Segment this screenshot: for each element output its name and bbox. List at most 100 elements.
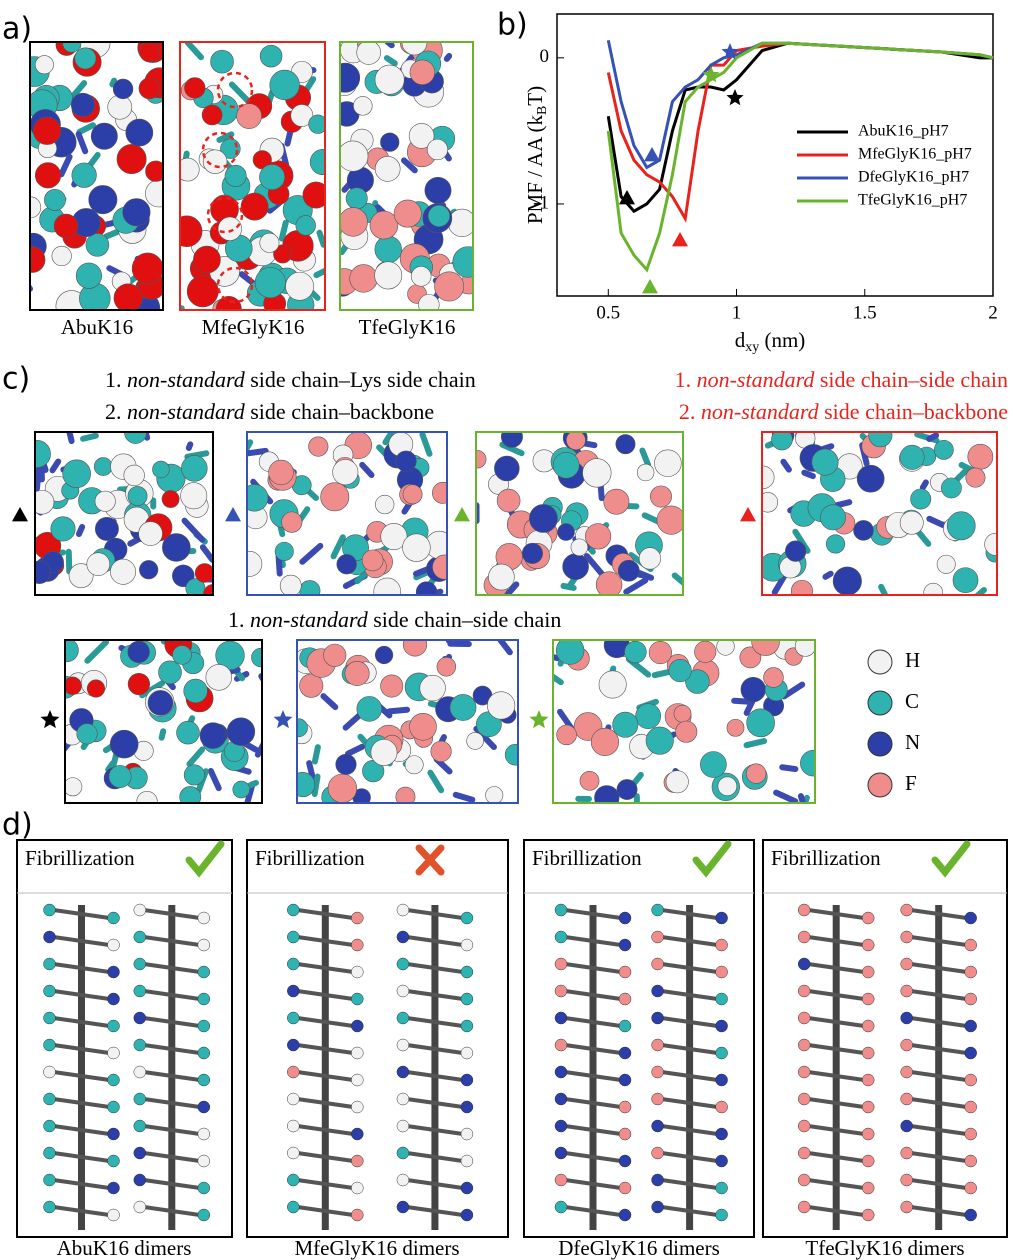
atom	[566, 432, 586, 451]
atom	[43, 1011, 56, 1025]
atom	[487, 691, 516, 720]
num: 2.	[105, 399, 127, 424]
atom	[811, 448, 839, 476]
atom	[123, 464, 145, 487]
text: side chain–Lys side chain	[245, 367, 476, 392]
x-axis-label: dxy (nm)	[735, 328, 806, 355]
atom	[162, 533, 191, 562]
sidechain	[406, 1097, 464, 1109]
atom	[715, 1073, 728, 1087]
atom	[651, 984, 664, 998]
atom	[617, 559, 640, 582]
bond	[80, 432, 99, 442]
atom	[287, 903, 300, 917]
atom	[181, 455, 208, 482]
atom	[554, 1173, 568, 1187]
sidechain	[406, 935, 464, 947]
atom	[287, 1119, 300, 1133]
atom	[107, 965, 120, 979]
atom-swatch	[867, 649, 893, 675]
atom	[861, 1154, 875, 1168]
molecule-render	[180, 42, 325, 310]
sidechain	[53, 908, 110, 920]
atom	[43, 1146, 56, 1160]
sidechain	[143, 935, 201, 947]
atom	[161, 490, 180, 508]
bond	[639, 447, 652, 468]
bond	[926, 515, 948, 529]
atom	[107, 1208, 120, 1222]
bond	[779, 764, 799, 773]
sidechain	[297, 908, 354, 920]
atom	[308, 436, 329, 457]
series-line	[606, 41, 994, 273]
sidechain	[143, 1016, 201, 1028]
bond	[743, 738, 768, 749]
atom	[861, 1073, 875, 1087]
atom	[94, 490, 116, 512]
atom	[427, 204, 451, 228]
bond	[184, 42, 204, 61]
sidechain	[143, 1070, 201, 1082]
bond	[443, 53, 453, 62]
atom	[110, 558, 137, 585]
y-tick-label: 0	[540, 46, 550, 67]
frame	[762, 839, 1008, 1238]
atom	[43, 957, 56, 971]
atom	[133, 903, 147, 917]
sidechain	[143, 908, 201, 920]
atom	[107, 938, 120, 952]
header: Fibrillization	[255, 846, 365, 870]
atom	[554, 930, 568, 944]
atom	[763, 667, 784, 688]
atom	[426, 138, 448, 161]
atom	[900, 1011, 913, 1025]
atom	[900, 1200, 913, 1214]
atom	[34, 162, 62, 189]
atom	[700, 751, 727, 778]
atom	[595, 571, 623, 595]
atom	[287, 984, 300, 998]
atom	[215, 640, 245, 671]
sidechain	[406, 962, 464, 974]
atom	[108, 765, 132, 788]
atom	[351, 1181, 364, 1195]
atom	[259, 164, 286, 191]
atom	[618, 1181, 632, 1195]
atom	[415, 581, 438, 595]
sidechain	[297, 962, 354, 974]
atom	[327, 773, 358, 803]
atom	[287, 957, 300, 971]
bond	[30, 283, 34, 292]
atom	[654, 449, 682, 477]
atom	[418, 294, 440, 310]
bond	[49, 458, 62, 474]
atom	[43, 1119, 56, 1133]
atom	[603, 488, 630, 515]
atom	[351, 992, 364, 1006]
bond	[76, 122, 96, 135]
atom	[562, 553, 589, 580]
atom	[86, 679, 105, 698]
atom	[197, 938, 211, 952]
atom	[197, 911, 211, 925]
atom	[797, 930, 811, 944]
atom-swatch	[867, 731, 893, 757]
bond	[35, 465, 42, 492]
bond	[207, 767, 222, 792]
atom	[612, 711, 639, 738]
atom	[380, 674, 404, 698]
atom	[432, 554, 447, 580]
frame	[552, 639, 816, 804]
caption: AbuK16 dimers	[57, 1236, 192, 1260]
atom	[746, 763, 767, 784]
atom	[274, 541, 294, 561]
atom	[133, 1011, 147, 1025]
molecule-render	[340, 42, 473, 310]
legend-entry: TfeGlyK16_pH7	[858, 192, 967, 209]
atom	[345, 187, 368, 210]
atom	[436, 657, 457, 677]
atom	[740, 676, 766, 703]
atom	[297, 718, 308, 738]
atom	[268, 459, 294, 486]
